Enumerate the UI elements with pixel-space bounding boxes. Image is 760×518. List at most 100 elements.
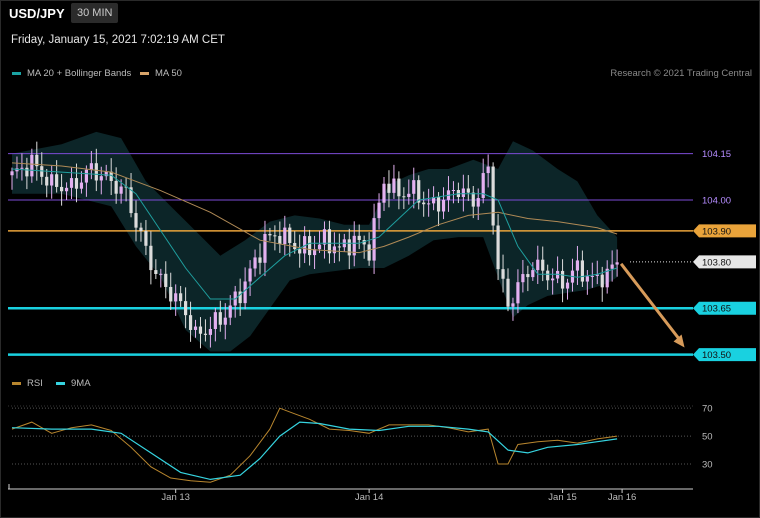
candle — [258, 243, 262, 275]
candle-body — [20, 167, 24, 169]
candle — [10, 167, 14, 190]
candle — [436, 192, 441, 227]
candle-body — [322, 229, 327, 245]
level-tag-label: 103.90 — [702, 226, 731, 237]
level-tag-label: 103.50 — [702, 350, 731, 361]
candle-body — [600, 274, 604, 288]
candle — [104, 164, 108, 181]
candle — [610, 250, 614, 282]
candle-body — [536, 259, 540, 271]
candle — [174, 284, 178, 316]
rsi-tick-label: 50 — [702, 432, 713, 443]
candle — [412, 167, 416, 209]
candle — [25, 157, 29, 190]
candle-body — [10, 171, 14, 176]
candle — [441, 187, 446, 220]
candle — [615, 249, 619, 277]
candle-body — [610, 264, 614, 269]
timeframe-button[interactable]: 30 MIN — [71, 3, 119, 23]
candle-body — [50, 174, 54, 186]
candle-body — [615, 262, 619, 265]
rsi-tick-label: 30 — [702, 460, 713, 471]
candle-body — [556, 270, 560, 279]
forecast-arrow-shaft — [619, 262, 681, 341]
candle-body — [347, 239, 351, 256]
symbol-title: USD/JPY — [9, 6, 65, 21]
candle — [179, 285, 183, 307]
candle — [327, 220, 332, 264]
candle — [377, 193, 381, 230]
rsi-line — [11, 407, 618, 483]
candle — [565, 278, 570, 300]
candle — [208, 316, 212, 348]
candle — [496, 214, 500, 281]
legend-label: 9MA — [71, 378, 91, 389]
x-axis-label: Jan 16 — [608, 492, 637, 503]
candle-body — [248, 268, 252, 282]
candle — [253, 249, 257, 277]
candle-body — [94, 163, 98, 181]
candle-body — [174, 293, 178, 302]
candle-body — [268, 233, 272, 236]
candle-body — [466, 188, 470, 193]
candle-body — [198, 326, 203, 334]
candle — [129, 173, 133, 218]
datetime-label: Friday, January 15, 2021 7:02:19 AM CET — [11, 34, 225, 46]
candle-body — [387, 183, 391, 193]
candle — [526, 265, 530, 292]
candle-body — [154, 270, 158, 274]
candle — [169, 272, 173, 310]
candle-body — [436, 197, 441, 212]
candle — [228, 295, 232, 326]
candle — [585, 269, 589, 295]
candle-body — [412, 180, 416, 194]
candle-body — [263, 233, 267, 263]
candle — [149, 231, 153, 285]
candle-body — [74, 178, 79, 189]
candle — [332, 232, 336, 264]
candle — [556, 256, 560, 284]
candle — [461, 174, 465, 212]
candle — [114, 167, 118, 204]
candle-body — [64, 187, 69, 192]
candle-body — [119, 186, 123, 194]
candle-body — [317, 244, 322, 250]
level-tag-shape — [693, 224, 756, 238]
candle-body — [114, 180, 118, 194]
candle-body — [352, 235, 356, 256]
candle-body — [164, 273, 168, 287]
candle — [407, 179, 411, 205]
candle-body — [188, 315, 193, 330]
candle-body — [303, 236, 307, 254]
candle — [74, 163, 79, 203]
legend-item-ma50: MA 50 — [140, 68, 182, 79]
candle — [417, 175, 421, 210]
candle — [511, 297, 515, 321]
candle — [159, 268, 163, 288]
legend-swatch — [12, 72, 21, 75]
candle-body — [223, 317, 227, 325]
candle-body — [293, 242, 297, 250]
candle-body — [496, 225, 500, 270]
candle-body — [159, 273, 163, 275]
candle — [283, 215, 287, 256]
candle — [223, 303, 227, 340]
candle-body — [15, 168, 19, 172]
candle-body — [575, 260, 580, 271]
candle-body — [461, 188, 465, 197]
candle-body — [45, 176, 49, 186]
candle-body — [109, 171, 113, 181]
candle-body — [506, 278, 510, 307]
candle — [20, 153, 24, 181]
candle — [402, 187, 406, 210]
candle-body — [134, 213, 138, 228]
candle — [575, 245, 580, 285]
candle — [139, 222, 143, 242]
candle — [303, 226, 307, 264]
candle-body — [580, 260, 584, 282]
candle-body — [312, 249, 317, 256]
candle — [164, 261, 168, 299]
candle — [486, 154, 490, 188]
legend-label: MA 20 + Bollinger Bands — [27, 68, 132, 79]
level-tag-103-65: 103.65 — [693, 301, 756, 315]
